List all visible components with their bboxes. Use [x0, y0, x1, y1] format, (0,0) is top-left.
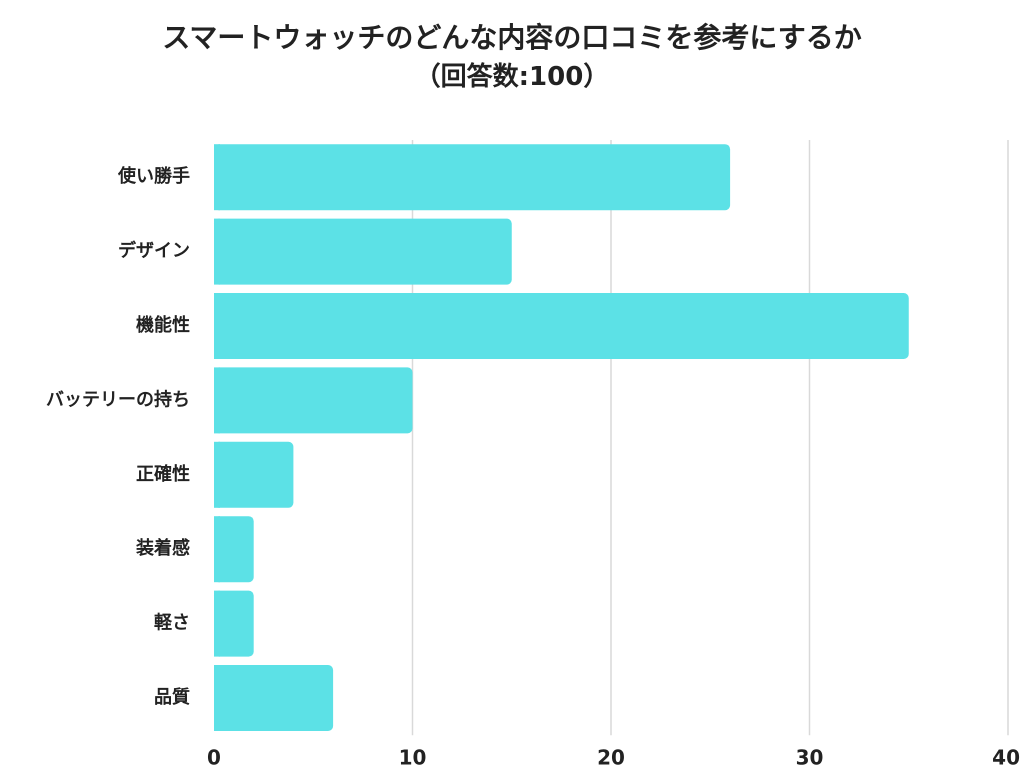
chart-title: スマートウォッチのどんな内容の口コミを参考にするか: [162, 21, 862, 54]
bar-5-edge: [214, 441, 220, 508]
category-label: 正確性: [136, 463, 190, 485]
bar-4: [214, 367, 413, 434]
bar-1: [214, 144, 731, 211]
bar-6: [214, 516, 254, 583]
x-tick-label: 20: [597, 746, 625, 768]
bar-7-edge: [214, 590, 220, 657]
bar-1-edge: [214, 144, 220, 211]
chart-subtitle: （回答数:100）: [414, 62, 610, 92]
bars: [214, 144, 909, 731]
chart-title-block: スマートウォッチのどんな内容の口コミを参考にするか （回答数:100）: [0, 18, 1024, 96]
bar-2: [214, 218, 512, 285]
category-label: 品質: [154, 686, 190, 708]
x-tick-label: 30: [796, 746, 824, 768]
category-label: 軽さ: [154, 612, 190, 634]
bar-8: [214, 665, 334, 731]
category-label: 装着感: [136, 537, 190, 559]
category-label: 使い勝手: [117, 165, 190, 187]
bar-3: [214, 293, 909, 359]
bar-7: [214, 590, 254, 657]
x-tick-label: 40: [992, 746, 1020, 768]
x-axis-ticks: 0 10 20 30 40: [207, 746, 1020, 768]
x-tick-label: 0: [207, 746, 221, 768]
bar-4-edge: [214, 367, 220, 434]
bar-6-edge: [214, 516, 220, 583]
bar-5: [214, 441, 294, 508]
category-label: バッテリーの持ち: [46, 388, 190, 410]
category-label: デザイン: [118, 240, 190, 262]
category-label: 機能性: [136, 314, 190, 336]
x-tick-label: 10: [399, 746, 427, 768]
bar-2-edge: [214, 218, 220, 285]
bar-8-edge: [214, 665, 220, 731]
bar-3-edge: [214, 293, 220, 359]
